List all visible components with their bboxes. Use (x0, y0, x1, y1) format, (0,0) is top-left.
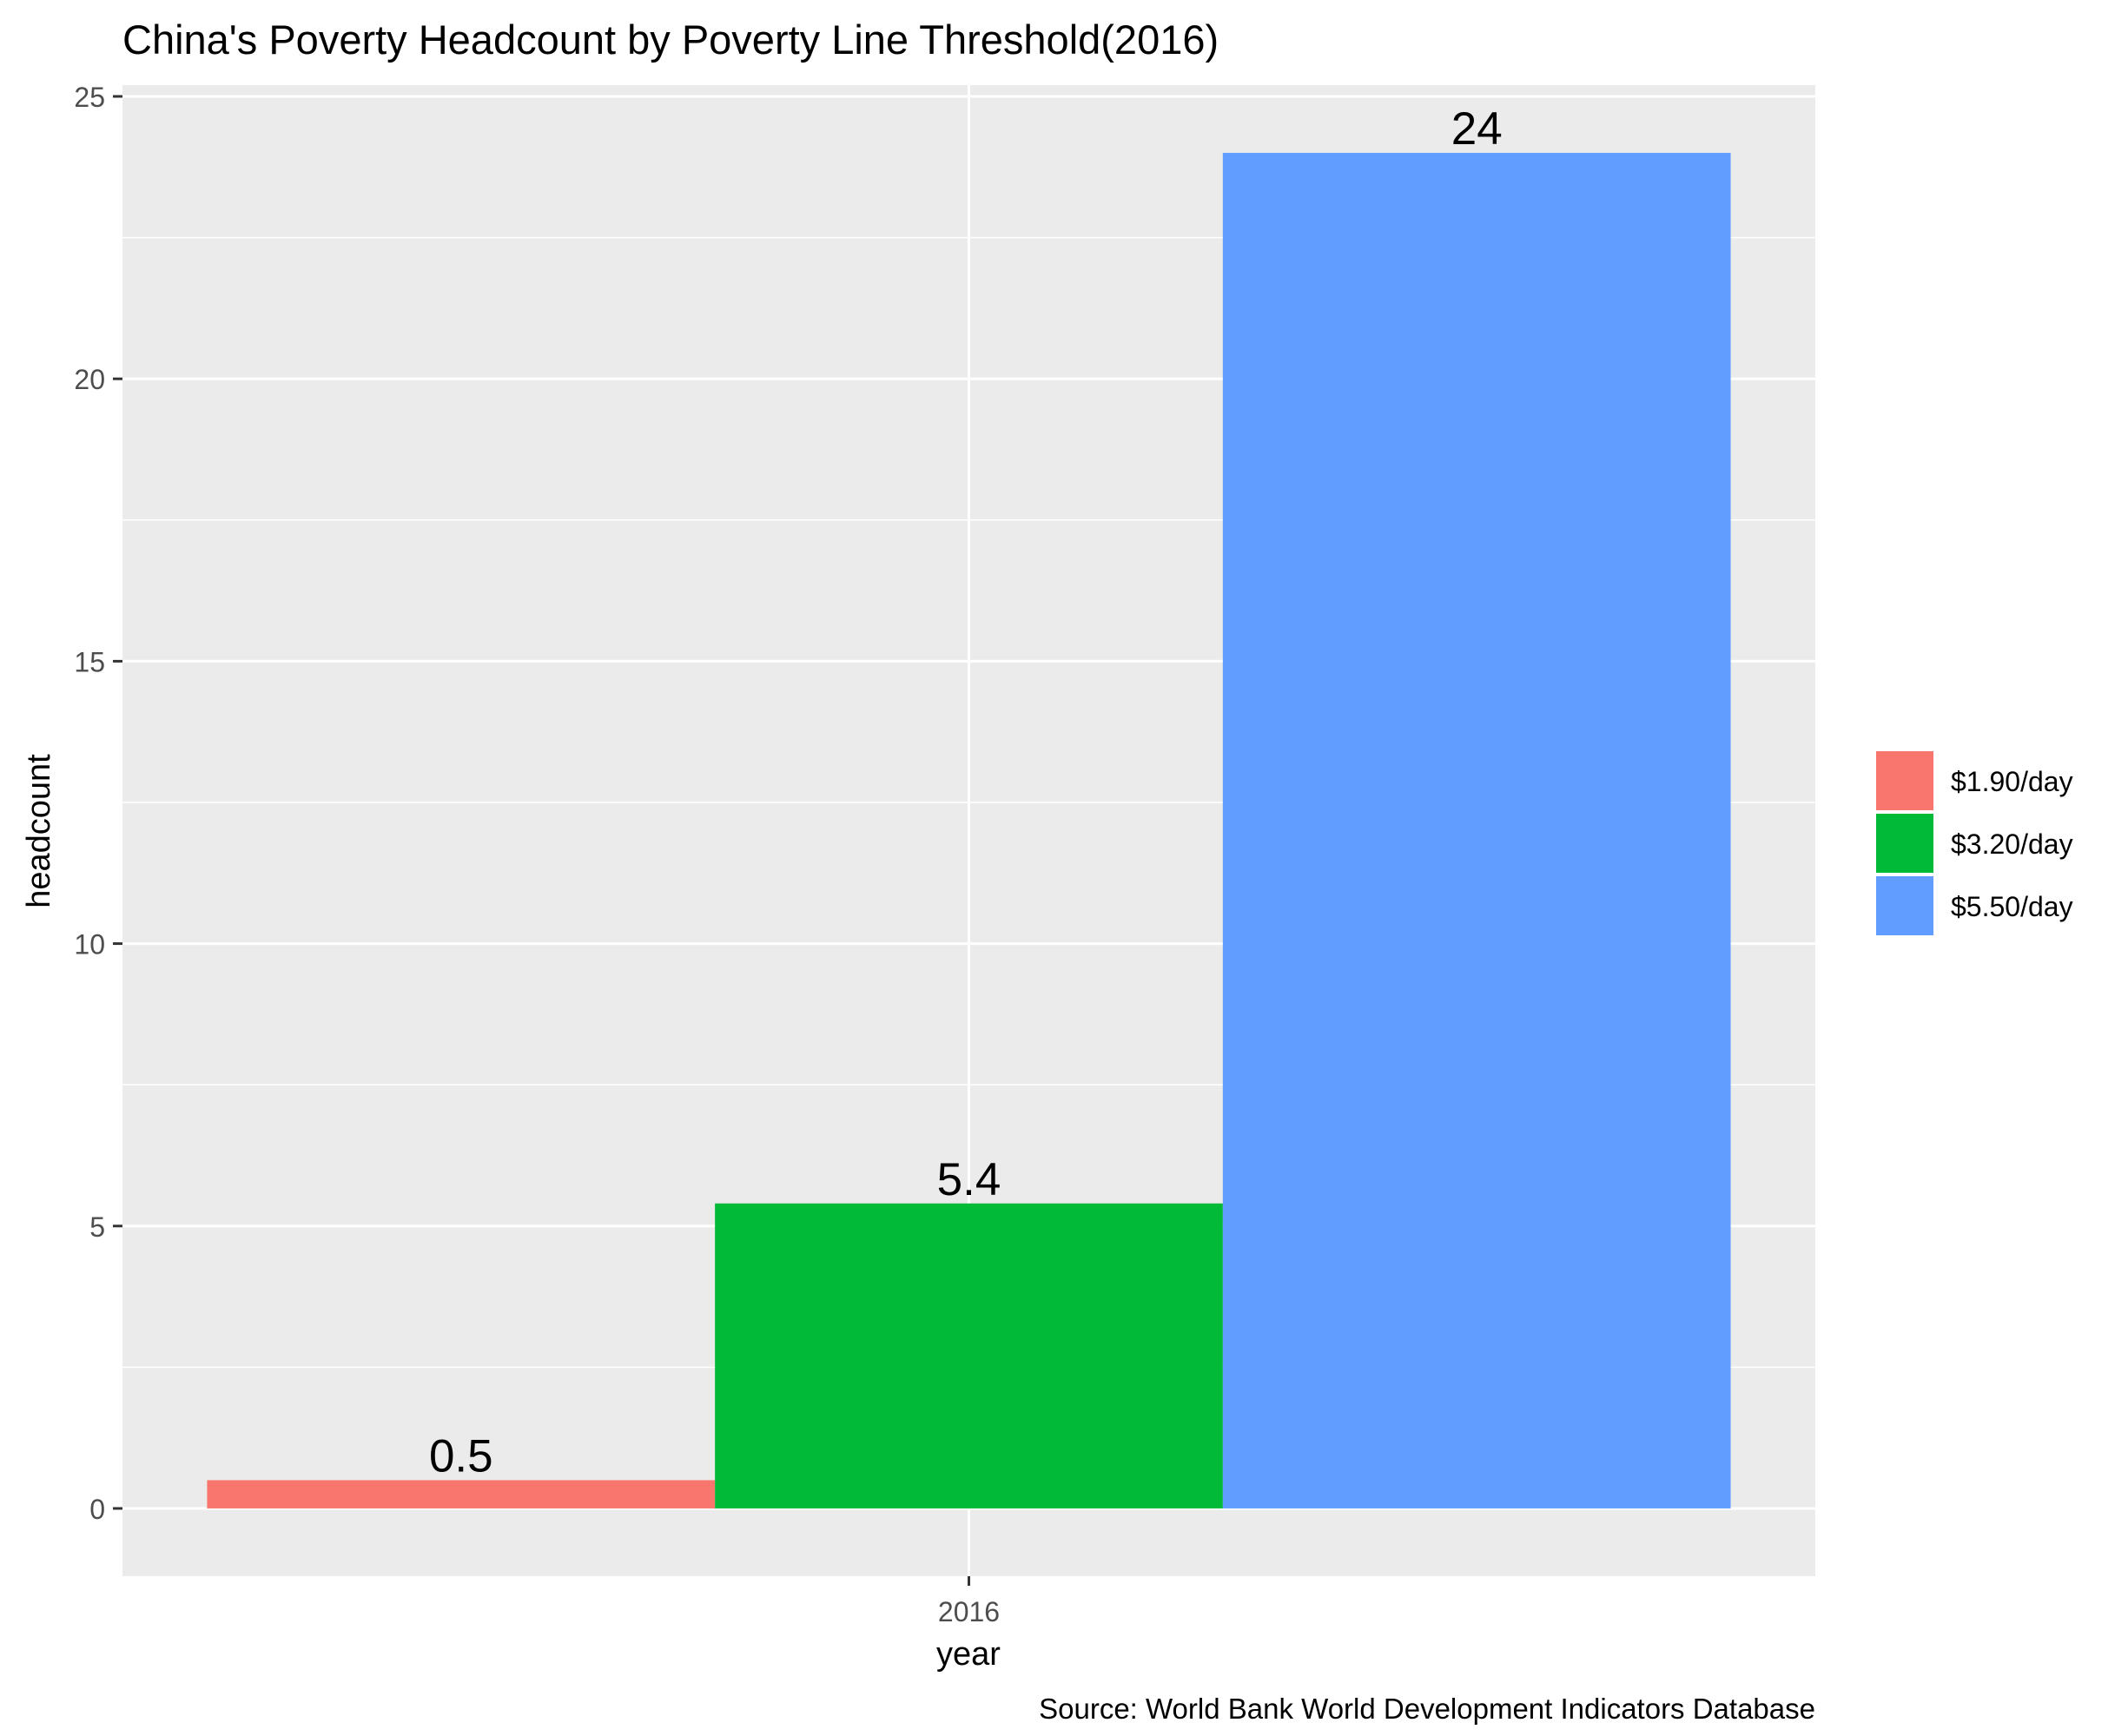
x-axis-label: year (936, 1636, 1001, 1673)
bar-data-labels: 0.5 5.4 24 (429, 103, 1503, 1482)
chart-title: China's Poverty Headcount by Poverty Lin… (122, 17, 1219, 63)
bar-value-label: 0.5 (429, 1430, 493, 1482)
x-tick-label: 2016 (938, 1596, 1000, 1627)
bar (207, 1480, 716, 1508)
bar-value-label: 24 (1451, 103, 1503, 155)
y-tick-label: 20 (74, 364, 105, 395)
y-tick-label: 25 (74, 82, 105, 113)
legend-key (1876, 814, 1933, 873)
legend: $1.90/day $3.20/day $5.50/day (1874, 749, 2073, 937)
x-axis: 2016 (938, 1576, 1000, 1627)
legend-label: $3.20/day (1951, 828, 2073, 860)
y-axis-label: headcount (21, 754, 57, 908)
bar-value-label: 5.4 (937, 1154, 1001, 1205)
legend-label: $1.90/day (1951, 766, 2073, 797)
legend-label: $5.50/day (1951, 891, 2073, 922)
y-axis: 0 5 10 15 20 25 (74, 82, 122, 1525)
bar (715, 1203, 1223, 1508)
legend-key (1876, 751, 1933, 810)
legend-key (1876, 876, 1933, 935)
y-tick-label: 0 (89, 1494, 105, 1525)
bar (1222, 153, 1731, 1508)
bar-series (207, 153, 1731, 1508)
y-tick-label: 10 (74, 929, 105, 960)
source-caption: Source: World Bank World Development Ind… (1039, 1693, 1815, 1725)
y-tick-label: 15 (74, 646, 105, 677)
y-tick-label: 5 (89, 1211, 105, 1243)
